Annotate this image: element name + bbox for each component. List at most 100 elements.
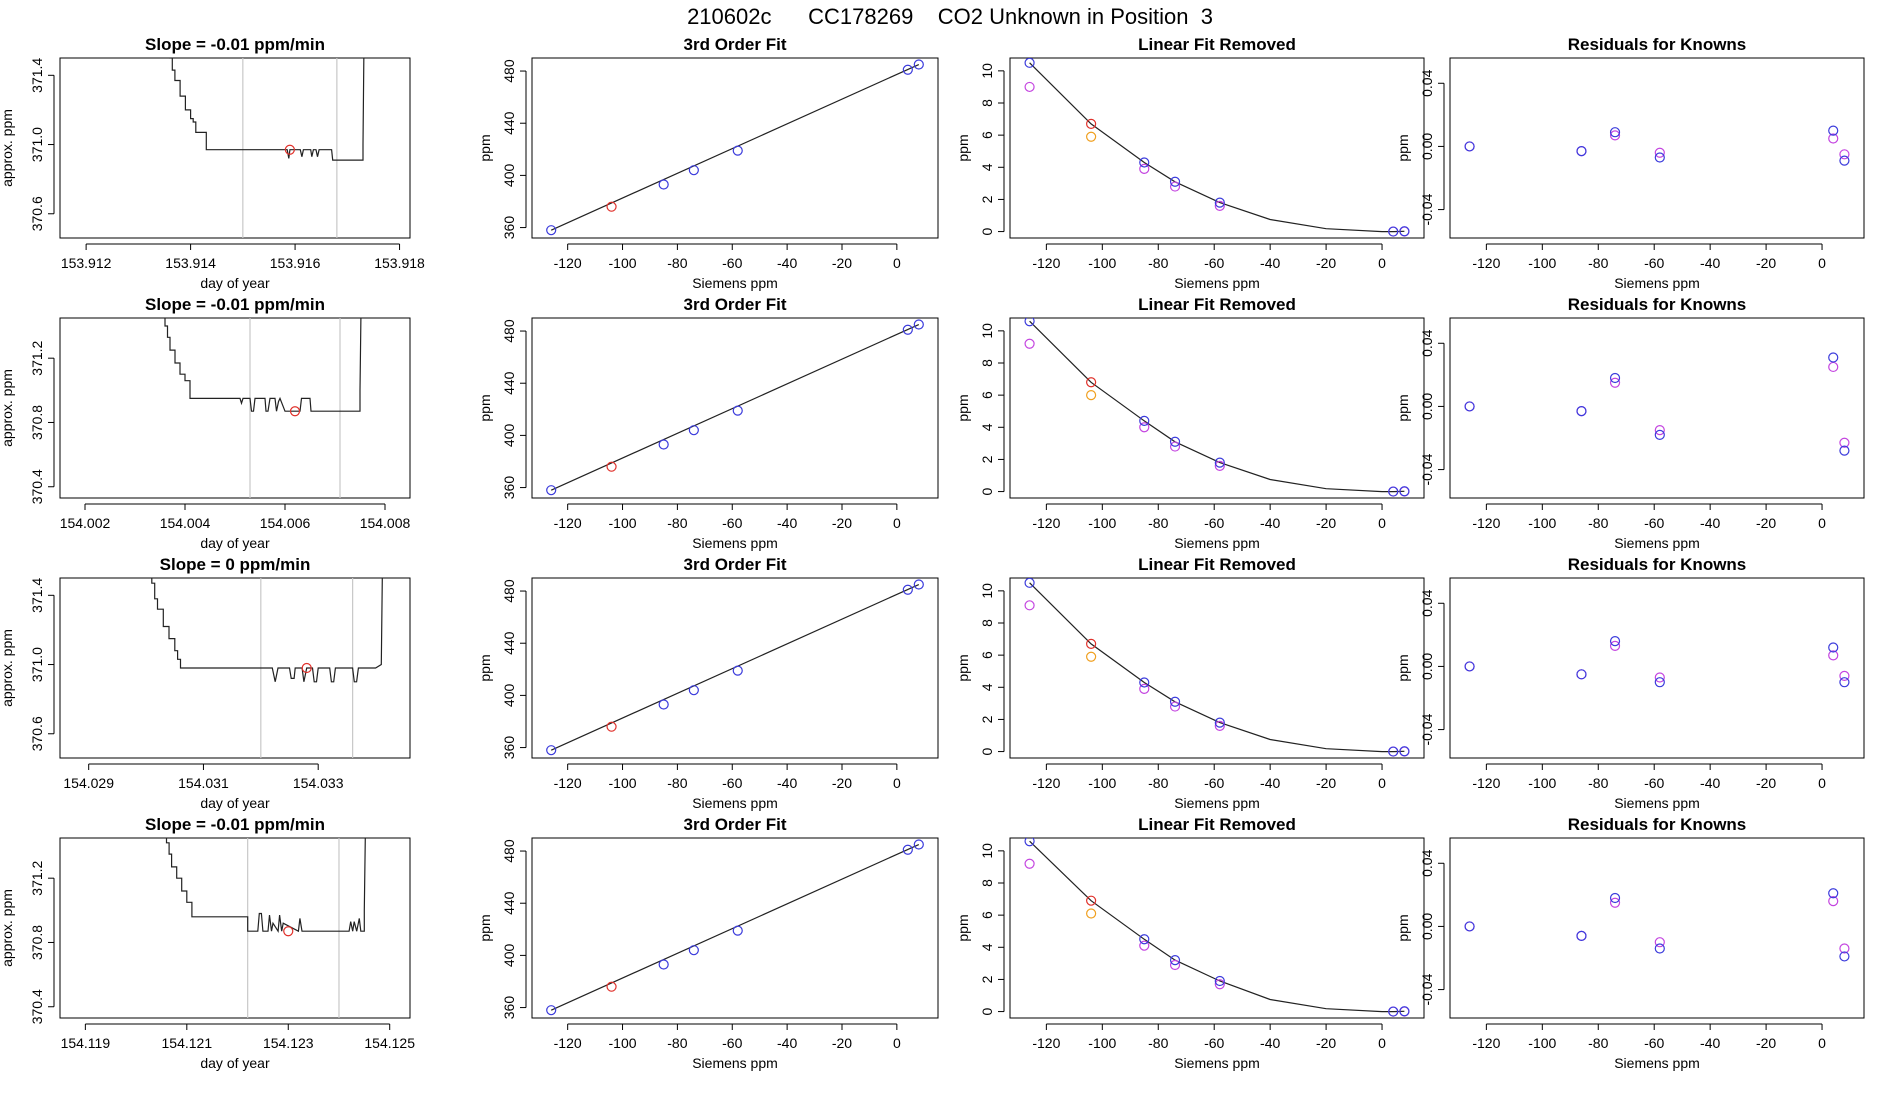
unknown-fit-point: [1086, 118, 1097, 129]
x-tick-label: -60: [722, 775, 742, 791]
raw-point: [1609, 897, 1621, 908]
raw-point: [1609, 377, 1621, 388]
unknown-fit-point: [1086, 895, 1097, 906]
plot-area: [1464, 636, 1850, 688]
y-tick-label: 4: [979, 683, 995, 691]
y-tick-label: 6: [979, 131, 995, 139]
known-standard-point: [1214, 457, 1225, 468]
panel-title: Slope = -0.01 ppm/min: [145, 35, 325, 54]
x-tick-label: -60: [722, 1035, 742, 1051]
panel-title: Linear Fit Removed: [1138, 815, 1296, 834]
known-standard-point: [1828, 352, 1839, 363]
raw-point: [1654, 672, 1665, 683]
known-standard-point: [1828, 125, 1839, 136]
raw-point: [1654, 937, 1665, 948]
fit-curve: [1029, 840, 1405, 1013]
raw-point: [1828, 361, 1839, 373]
y-axis-label: ppm: [477, 134, 493, 161]
x-tick-label: -20: [1756, 775, 1776, 791]
raw-point: [1828, 896, 1839, 907]
plot-area: [1464, 352, 1850, 456]
y-tick-label: -0.04: [1419, 973, 1435, 1005]
x-tick-label: -60: [722, 515, 742, 531]
x-tick-label: 153.916: [270, 255, 321, 271]
known-standard-point: [913, 579, 924, 590]
panel-title: Slope = -0.01 ppm/min: [145, 295, 325, 314]
known-standard-point: [1609, 892, 1621, 904]
x-tick-label: -20: [832, 775, 852, 791]
y-axis-label: ppm: [1395, 394, 1411, 421]
unknown-raw-point: [1086, 908, 1097, 919]
y-tick-label: 370.8: [29, 925, 45, 960]
raw-point: [1609, 640, 1621, 651]
y-tick-label: 0.04: [1419, 589, 1435, 616]
x-tick-label: -100: [1528, 775, 1556, 791]
x-axis-label: Siemens ppm: [692, 1055, 778, 1071]
fit-curve: [1029, 62, 1405, 233]
plot-frame: [531, 57, 939, 239]
x-tick-label: -40: [777, 775, 797, 791]
known-standard-point: [1839, 445, 1850, 456]
y-tick-label: 8: [979, 359, 995, 367]
known-standard-point: [1214, 975, 1225, 987]
x-tick-label: 153.918: [374, 255, 425, 271]
raw-point: [1654, 425, 1665, 436]
y-tick-label: 440: [501, 371, 517, 395]
known-standard-point: [1388, 1006, 1399, 1017]
y-axis-label: approx. ppm: [0, 369, 15, 447]
y-tick-label: 360: [501, 216, 517, 240]
y-tick-label: 480: [501, 839, 517, 863]
x-tick-label: 154.029: [63, 775, 114, 791]
plot-frame: [1449, 317, 1865, 499]
unknown-fit-point: [606, 461, 617, 472]
known-standard-point: [688, 425, 699, 436]
plot-frame: [1449, 57, 1865, 239]
y-tick-label: 360: [501, 476, 517, 500]
x-axis-label: Siemens ppm: [692, 795, 778, 811]
x-tick-label: -100: [1088, 775, 1116, 791]
unknown-fit-point: [606, 721, 617, 732]
known-standard-point: [1139, 677, 1150, 688]
known-standard-point: [1576, 406, 1587, 417]
known-standard-point: [1464, 141, 1475, 152]
known-standard-point: [913, 319, 924, 330]
known-standard-point: [902, 64, 913, 75]
known-standard-point: [1399, 226, 1410, 237]
y-tick-label: 2: [979, 455, 995, 463]
known-standard-point: [1024, 318, 1035, 327]
fit-curve: [1029, 582, 1405, 753]
y-tick-label: 371.0: [29, 647, 45, 682]
plot-area: [546, 59, 924, 236]
y-tick-label: 0.00: [1419, 393, 1435, 420]
y-tick-label: 4: [979, 423, 995, 431]
x-tick-label: 0: [1818, 1035, 1826, 1051]
y-tick-label: 371.2: [29, 340, 45, 375]
x-tick-label: -20: [1316, 515, 1336, 531]
y-tick-label: 10: [979, 583, 995, 599]
x-tick-label: -120: [554, 515, 582, 531]
x-tick-label: 154.004: [160, 515, 211, 531]
raw-point: [1839, 943, 1850, 954]
unknown-mean-point: [301, 662, 312, 674]
x-tick-label: -100: [609, 1035, 637, 1051]
y-tick-label: 440: [501, 631, 517, 655]
y-tick-label: 10: [979, 63, 995, 79]
plot-area: [1024, 838, 1410, 1017]
raw-point: [1839, 149, 1850, 160]
x-axis-label: Siemens ppm: [692, 535, 778, 551]
y-tick-label: 400: [501, 683, 517, 707]
known-standard-point: [1388, 486, 1399, 497]
known-standard-point: [1654, 429, 1665, 440]
x-tick-label: -20: [832, 1035, 852, 1051]
panel-title: Linear Fit Removed: [1138, 35, 1296, 54]
known-standard-point: [1839, 155, 1850, 166]
x-tick-label: 0: [1818, 775, 1826, 791]
y-tick-label: -0.04: [1419, 193, 1435, 225]
y-tick-label: 370.6: [29, 716, 45, 751]
known-standard-point: [1464, 401, 1475, 412]
y-tick-label: 10: [979, 323, 995, 339]
panel-title: Linear Fit Removed: [1138, 295, 1296, 314]
y-tick-label: 370.4: [29, 469, 45, 504]
known-standard-point: [1399, 1006, 1410, 1017]
x-tick-label: -40: [1700, 515, 1720, 531]
